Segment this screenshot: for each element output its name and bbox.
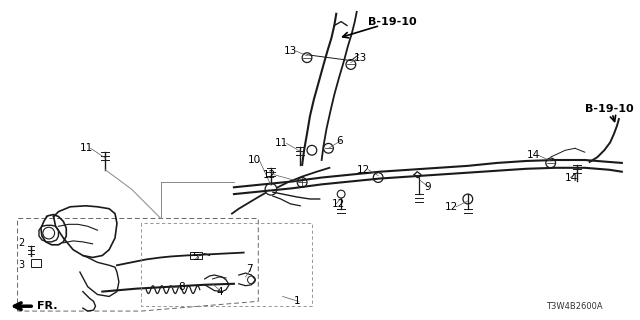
Text: 13: 13: [284, 46, 297, 56]
Text: FR.: FR.: [37, 301, 58, 311]
Text: 6: 6: [336, 135, 343, 146]
Text: 14: 14: [527, 150, 540, 160]
Text: 3: 3: [19, 260, 24, 270]
Text: 7: 7: [246, 264, 252, 274]
Text: 1: 1: [294, 296, 300, 306]
Text: 13: 13: [354, 53, 367, 63]
Text: B-19-10: B-19-10: [585, 104, 634, 114]
Text: 11: 11: [275, 139, 289, 148]
Text: 12: 12: [445, 202, 458, 212]
Text: 14: 14: [565, 172, 579, 182]
Text: 12: 12: [262, 170, 276, 180]
Text: 2: 2: [18, 238, 24, 248]
Text: 10: 10: [248, 155, 261, 165]
Text: 8: 8: [179, 282, 185, 292]
Text: 11: 11: [79, 143, 93, 153]
Text: 12: 12: [332, 199, 344, 209]
Text: 12: 12: [357, 165, 371, 175]
Bar: [190, 252, 202, 260]
Text: B-19-10: B-19-10: [369, 17, 417, 27]
Text: 5: 5: [192, 252, 198, 262]
Text: 4: 4: [216, 287, 223, 297]
Bar: [31, 260, 41, 267]
Text: 9: 9: [424, 182, 431, 192]
Text: T3W4B2600A: T3W4B2600A: [546, 302, 602, 311]
